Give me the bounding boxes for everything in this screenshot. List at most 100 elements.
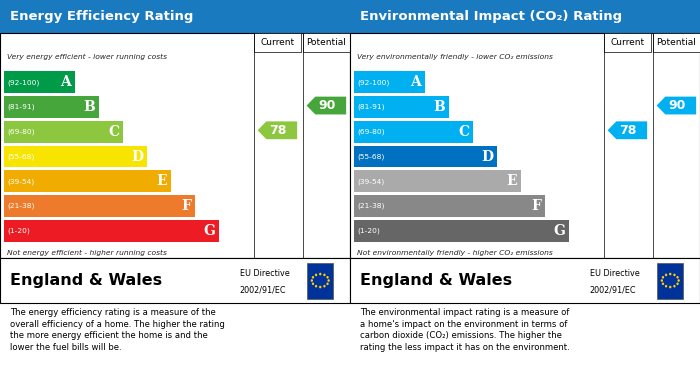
Text: (81-91): (81-91): [358, 104, 385, 110]
FancyBboxPatch shape: [4, 220, 219, 242]
Text: (21-38): (21-38): [358, 203, 385, 209]
Text: Environmental Impact (CO₂) Rating: Environmental Impact (CO₂) Rating: [360, 10, 622, 23]
FancyBboxPatch shape: [302, 33, 350, 52]
Text: (81-91): (81-91): [8, 104, 35, 110]
Text: (1-20): (1-20): [8, 228, 31, 234]
Text: Potential: Potential: [307, 38, 346, 47]
Text: (21-38): (21-38): [8, 203, 35, 209]
FancyBboxPatch shape: [307, 263, 333, 299]
Circle shape: [326, 282, 329, 285]
Text: Not environmentally friendly - higher CO₂ emissions: Not environmentally friendly - higher CO…: [357, 250, 553, 256]
Text: Energy Efficiency Rating: Energy Efficiency Rating: [10, 10, 194, 23]
Polygon shape: [307, 97, 346, 115]
Text: (1-20): (1-20): [358, 228, 381, 234]
FancyBboxPatch shape: [657, 263, 683, 299]
Circle shape: [673, 274, 676, 276]
Circle shape: [676, 276, 679, 279]
FancyBboxPatch shape: [4, 170, 172, 192]
FancyBboxPatch shape: [0, 33, 350, 258]
Circle shape: [665, 274, 667, 276]
Text: 78: 78: [620, 124, 637, 137]
Text: The energy efficiency rating is a measure of the
overall efficiency of a home. T: The energy efficiency rating is a measur…: [10, 308, 225, 352]
Text: E: E: [507, 174, 517, 188]
Circle shape: [323, 274, 326, 276]
Text: Potential: Potential: [657, 38, 696, 47]
Text: D: D: [131, 149, 144, 163]
Text: A: A: [410, 75, 421, 89]
Text: Very environmentally friendly - lower CO₂ emissions: Very environmentally friendly - lower CO…: [357, 54, 553, 60]
Text: (39-54): (39-54): [358, 178, 385, 185]
Circle shape: [326, 276, 329, 279]
Text: A: A: [60, 75, 71, 89]
Text: E: E: [157, 174, 167, 188]
Circle shape: [669, 273, 671, 275]
Circle shape: [312, 276, 314, 279]
Text: 90: 90: [318, 99, 336, 112]
FancyBboxPatch shape: [350, 0, 700, 33]
Text: (69-80): (69-80): [358, 129, 385, 135]
FancyBboxPatch shape: [350, 258, 700, 303]
Text: Not energy efficient - higher running costs: Not energy efficient - higher running co…: [7, 250, 167, 256]
FancyBboxPatch shape: [603, 33, 651, 52]
FancyBboxPatch shape: [4, 72, 76, 93]
FancyBboxPatch shape: [354, 121, 473, 143]
Circle shape: [311, 279, 313, 282]
Text: F: F: [181, 199, 191, 213]
FancyBboxPatch shape: [253, 33, 301, 52]
Circle shape: [676, 282, 679, 285]
Polygon shape: [258, 121, 297, 139]
Circle shape: [662, 282, 664, 285]
Circle shape: [678, 279, 680, 282]
Text: F: F: [531, 199, 541, 213]
Text: Current: Current: [610, 38, 645, 47]
Circle shape: [319, 286, 321, 289]
Text: 2002/91/EC: 2002/91/EC: [589, 286, 636, 295]
Text: 90: 90: [668, 99, 686, 112]
Text: G: G: [203, 224, 215, 238]
Text: D: D: [481, 149, 493, 163]
Text: C: C: [458, 125, 469, 139]
Text: Very energy efficient - lower running costs: Very energy efficient - lower running co…: [7, 54, 167, 60]
FancyBboxPatch shape: [0, 0, 350, 33]
Text: (69-80): (69-80): [8, 129, 35, 135]
Text: Current: Current: [260, 38, 295, 47]
Text: G: G: [553, 224, 565, 238]
Circle shape: [662, 276, 664, 279]
Circle shape: [319, 273, 321, 275]
FancyBboxPatch shape: [0, 258, 350, 303]
FancyBboxPatch shape: [354, 220, 569, 242]
Text: EU Directive: EU Directive: [239, 269, 290, 278]
FancyBboxPatch shape: [4, 195, 195, 217]
Circle shape: [328, 279, 330, 282]
FancyBboxPatch shape: [350, 33, 700, 258]
Text: EU Directive: EU Directive: [589, 269, 640, 278]
Text: England & Wales: England & Wales: [10, 273, 162, 288]
Text: 2002/91/EC: 2002/91/EC: [239, 286, 286, 295]
Circle shape: [669, 286, 671, 289]
Circle shape: [661, 279, 663, 282]
Text: (55-68): (55-68): [8, 153, 35, 160]
Text: C: C: [108, 125, 119, 139]
FancyBboxPatch shape: [4, 96, 99, 118]
Circle shape: [315, 274, 317, 276]
FancyBboxPatch shape: [4, 121, 123, 143]
Text: 78: 78: [270, 124, 287, 137]
FancyBboxPatch shape: [4, 145, 148, 167]
Text: (39-54): (39-54): [8, 178, 35, 185]
FancyBboxPatch shape: [652, 33, 700, 52]
Polygon shape: [657, 97, 696, 115]
Text: (92-100): (92-100): [358, 79, 390, 86]
Text: B: B: [433, 100, 445, 114]
Circle shape: [315, 285, 317, 287]
FancyBboxPatch shape: [354, 72, 426, 93]
Text: B: B: [83, 100, 95, 114]
FancyBboxPatch shape: [354, 170, 522, 192]
FancyBboxPatch shape: [354, 195, 545, 217]
Text: England & Wales: England & Wales: [360, 273, 512, 288]
FancyBboxPatch shape: [354, 145, 497, 167]
Polygon shape: [608, 121, 647, 139]
Text: The environmental impact rating is a measure of
a home's impact on the environme: The environmental impact rating is a mea…: [360, 308, 570, 352]
Text: (55-68): (55-68): [358, 153, 385, 160]
Circle shape: [323, 285, 326, 287]
Circle shape: [665, 285, 667, 287]
